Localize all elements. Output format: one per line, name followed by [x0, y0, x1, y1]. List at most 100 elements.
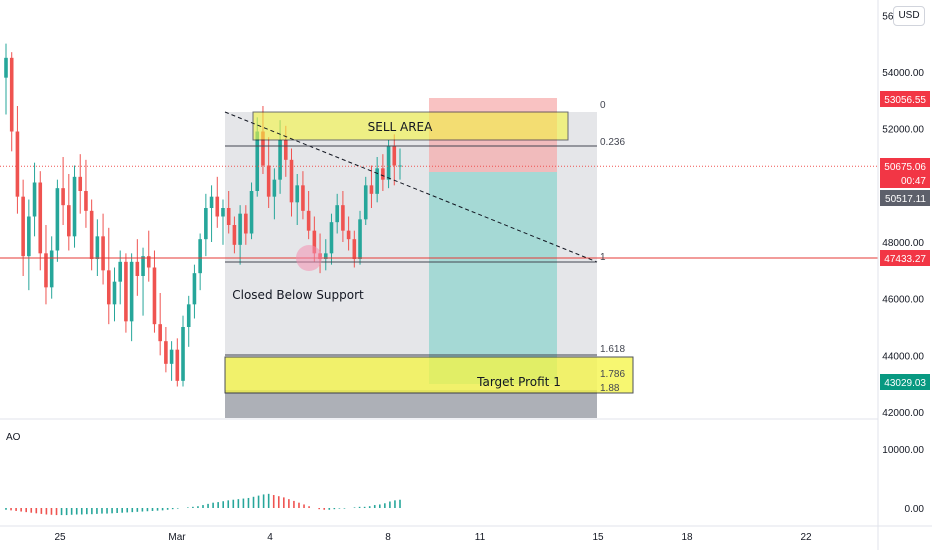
candle-body — [363, 185, 368, 220]
candle-body — [152, 267, 157, 325]
x-tick-label: Mar — [168, 532, 186, 543]
ao-tick-label: 0.00 — [905, 504, 925, 515]
y-tick-label: 48000.00 — [882, 238, 924, 249]
candle-body — [164, 341, 168, 364]
candle-body — [181, 327, 185, 381]
candle-body — [295, 185, 300, 203]
candle-body — [323, 253, 328, 259]
ao-tick-label: 10000.00 — [882, 445, 924, 456]
candle-body — [215, 196, 220, 217]
candle-body — [141, 256, 145, 276]
price-axis[interactable]: 42000.00 44000.00 46000.00 48000.00 52000.00… — [877, 0, 925, 550]
candle-body — [27, 216, 31, 257]
candle-body — [306, 210, 311, 231]
fib-level-1618: 1.618 — [600, 344, 625, 355]
annotations: SELL AREA Closed Below Support Target Pr… — [232, 100, 625, 394]
candle-body — [272, 179, 277, 197]
candle-body — [226, 208, 231, 225]
candle-body — [106, 270, 111, 305]
candle-body — [369, 185, 374, 194]
price-tag-label: 43029.03 — [884, 378, 926, 389]
fib-level-0236: 0.236 — [600, 137, 625, 148]
currency-button[interactable]: USD — [893, 6, 925, 26]
sell-area-box — [252, 111, 569, 141]
candle-body — [32, 182, 37, 217]
ao-label: AO — [6, 432, 21, 443]
price-tag-label: 50675.06 — [884, 162, 926, 173]
x-tick-label: 25 — [54, 532, 66, 543]
x-tick-label: 11 — [475, 532, 486, 543]
candle-body — [186, 304, 191, 327]
candle-body — [346, 230, 351, 240]
candle-body — [44, 253, 48, 288]
candle-body — [255, 131, 260, 191]
take-profit-zone — [429, 172, 557, 384]
candle-body — [124, 261, 128, 322]
candle-body — [61, 188, 65, 206]
candle-body — [95, 236, 100, 259]
y-tick-label: 52000.00 — [882, 125, 924, 136]
candle-body — [146, 256, 151, 268]
candle-body — [89, 210, 94, 259]
price-tag — [880, 158, 930, 174]
price-tag — [880, 250, 930, 266]
price-tag-label: 00:47 — [901, 176, 926, 187]
price-tag — [880, 91, 930, 107]
y-tick-label: 42000.00 — [882, 408, 924, 419]
drawing-overlays — [0, 111, 878, 394]
candle-body — [244, 213, 248, 234]
x-tick-label: 4 — [267, 532, 273, 543]
price-tag — [880, 190, 930, 206]
time-axis[interactable]: 25 Mar 4 8 11 15 18 22 — [54, 532, 812, 543]
price-tag-label: 53056.55 — [884, 95, 926, 106]
candle-body — [283, 140, 288, 160]
breakdown-circle — [296, 245, 322, 271]
candle-body — [329, 222, 334, 254]
ao-indicator-pane: AO — [5, 432, 401, 516]
y-tick-label: 46000.00 — [882, 295, 924, 306]
y-tick-label: 44000.00 — [882, 351, 924, 362]
y-tick-label: 54000.00 — [882, 68, 924, 79]
grid-lines — [0, 418, 932, 527]
candle-body — [375, 168, 379, 194]
candle-body — [129, 261, 134, 322]
candle-body — [118, 261, 123, 282]
candle-body — [266, 165, 271, 197]
candle-body — [204, 208, 208, 240]
candle-body — [38, 182, 43, 254]
fib-level-1: 1 — [600, 252, 606, 263]
target-profit-label: Target Profit 1 — [476, 375, 561, 389]
candle-body — [278, 140, 282, 180]
price-tag-label: 50517.11 — [885, 194, 926, 205]
candle-body — [4, 57, 8, 78]
candle-body — [238, 213, 242, 245]
candle-body — [386, 145, 391, 180]
candle-body — [158, 324, 162, 342]
sell-area-label: SELL AREA — [368, 120, 434, 134]
candle-body — [84, 191, 88, 211]
drawing-zones — [225, 98, 597, 418]
candle-body — [261, 131, 265, 166]
candle-body — [9, 57, 14, 132]
fib-level-188: 1.88 — [600, 383, 620, 394]
candle-body — [301, 185, 305, 211]
x-tick-label: 15 — [592, 532, 604, 543]
x-tick-label: 22 — [800, 532, 812, 543]
candle-body — [312, 230, 317, 254]
candle-body — [352, 239, 357, 259]
price-tags: 53056.55 50675.06 00:47 50517.11 47433.27 430… — [880, 91, 930, 390]
fib-bottom-band — [225, 390, 597, 418]
fib-level-1786: 1.786 — [600, 369, 625, 380]
candle-body — [175, 349, 180, 381]
candle-body — [192, 273, 197, 305]
x-tick-label: 18 — [681, 532, 693, 543]
candle-body — [169, 349, 174, 364]
candle-body — [198, 239, 202, 274]
candle-body — [289, 159, 294, 203]
candle-body — [135, 261, 140, 276]
candle-body — [358, 219, 362, 259]
candle-body — [67, 205, 71, 237]
candle-body — [221, 208, 225, 217]
x-tick-label: 8 — [385, 532, 391, 543]
